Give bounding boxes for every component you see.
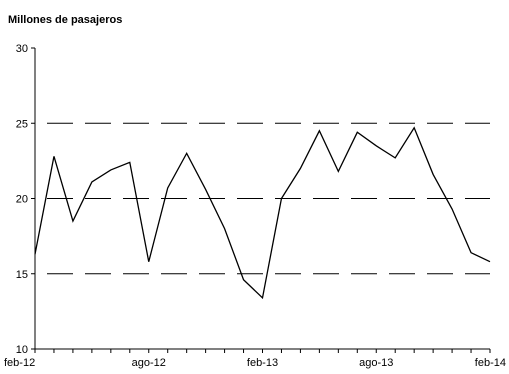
gridlines	[35, 122, 490, 275]
x-tick-label: ago-13	[359, 357, 393, 369]
x-tick-label: feb-12	[4, 357, 35, 369]
x-axis-ticks: feb-12 ago-12 feb-13 ago-13 feb-14	[4, 349, 506, 369]
y-tick-label: 25	[16, 118, 28, 130]
y-tick-label: 20	[16, 194, 28, 206]
y-tick-label: 15	[16, 269, 28, 281]
series-group	[34, 126, 491, 300]
y-tick-label: 30	[16, 43, 28, 55]
x-tick-label: ago-12	[132, 357, 166, 369]
series-line-0	[34, 126, 491, 300]
y-axis-ticks: 10 15 20 25 30	[16, 43, 35, 356]
y-tick-label: 10	[16, 344, 28, 356]
x-tick-label: feb-13	[247, 357, 278, 369]
y-axis-title: Millones de pasajeros	[8, 14, 122, 26]
x-tick-label: feb-14	[475, 357, 506, 369]
